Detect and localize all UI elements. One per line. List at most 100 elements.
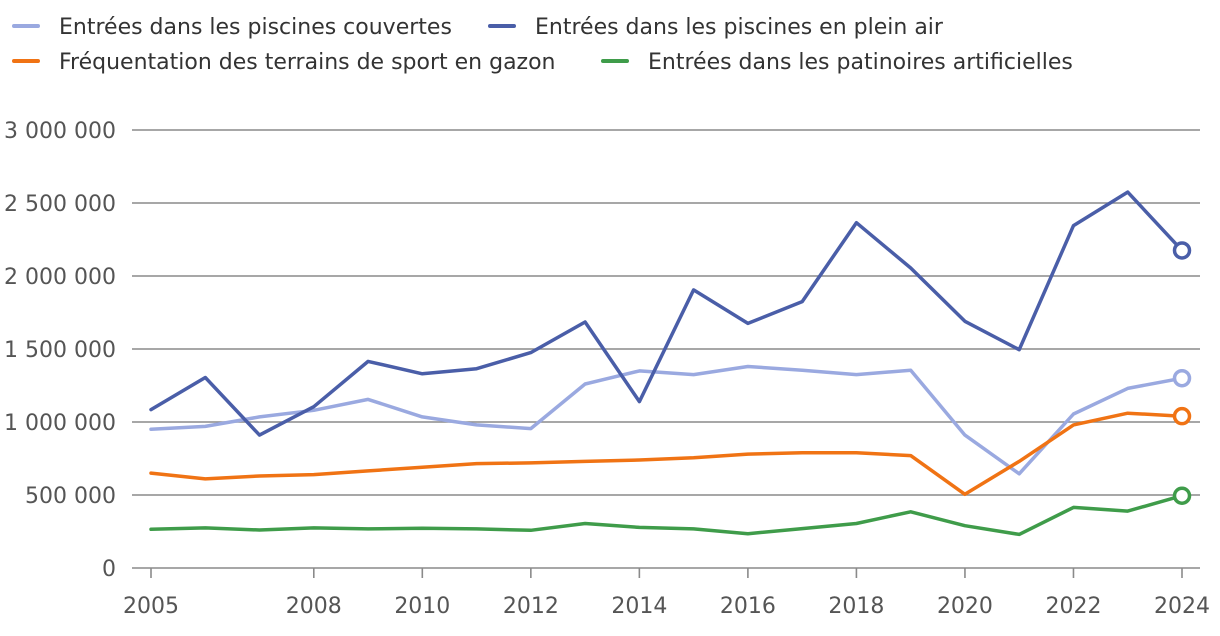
data-point[interactable] — [309, 402, 319, 412]
series-line-2[interactable] — [149, 190, 1184, 437]
data-point[interactable] — [960, 316, 970, 326]
data-point[interactable] — [743, 529, 753, 539]
y-tick-label: 1 500 000 — [4, 338, 116, 363]
data-point[interactable] — [472, 524, 482, 534]
data-point[interactable] — [797, 297, 807, 307]
data-point[interactable] — [255, 430, 265, 440]
data-point[interactable] — [200, 372, 210, 382]
data-point[interactable] — [906, 507, 916, 517]
series-line-3[interactable] — [149, 411, 1184, 497]
data-point[interactable] — [906, 365, 916, 375]
data-point[interactable] — [743, 362, 753, 372]
legend-label: Entrées dans les piscines en plein air — [535, 15, 944, 40]
data-point[interactable] — [146, 524, 156, 534]
data-point[interactable] — [797, 365, 807, 375]
data-point[interactable] — [363, 394, 373, 404]
data-point[interactable] — [634, 366, 644, 376]
series-lines — [146, 187, 1184, 539]
data-point[interactable] — [634, 455, 644, 465]
data-point[interactable] — [960, 521, 970, 531]
y-tick-label: 2 000 000 — [4, 265, 116, 290]
data-point[interactable] — [363, 356, 373, 366]
data-point[interactable] — [960, 430, 970, 440]
data-point[interactable] — [1014, 345, 1024, 355]
legend-label: Entrées dans les patinoires artificielle… — [648, 50, 1073, 75]
legend-item-2[interactable]: Entrées dans les piscines en plein air — [488, 15, 944, 40]
data-point[interactable] — [200, 523, 210, 533]
data-point[interactable] — [363, 466, 373, 476]
legend-label: Entrées dans les piscines couvertes — [59, 15, 452, 40]
data-point[interactable] — [851, 370, 861, 380]
data-point[interactable] — [797, 448, 807, 458]
data-point[interactable] — [689, 453, 699, 463]
x-tick-label: 2020 — [937, 594, 993, 619]
data-point[interactable] — [255, 412, 265, 422]
data-point[interactable] — [417, 523, 427, 533]
data-point[interactable] — [309, 470, 319, 480]
end-marker-2[interactable] — [1172, 241, 1192, 260]
data-point[interactable] — [309, 523, 319, 533]
data-point[interactable] — [689, 285, 699, 295]
data-point[interactable] — [851, 518, 861, 528]
data-point[interactable] — [797, 524, 807, 534]
data-point[interactable] — [1014, 469, 1024, 479]
data-point[interactable] — [146, 468, 156, 478]
end-marker-1[interactable] — [1172, 368, 1192, 388]
data-point[interactable] — [363, 524, 373, 534]
data-point[interactable] — [472, 364, 482, 374]
data-point[interactable] — [580, 456, 590, 466]
end-markers — [1172, 241, 1192, 505]
data-point[interactable] — [580, 518, 590, 528]
data-point[interactable] — [255, 525, 265, 535]
data-point[interactable] — [906, 263, 916, 273]
data-point[interactable] — [634, 397, 644, 407]
data-point[interactable] — [689, 524, 699, 534]
data-point[interactable] — [1068, 409, 1078, 419]
x-tick-label: 2005 — [123, 594, 179, 619]
data-point[interactable] — [1123, 506, 1133, 516]
x-tick-label: 2008 — [286, 594, 342, 619]
data-point[interactable] — [472, 459, 482, 469]
data-point[interactable] — [472, 420, 482, 430]
data-point[interactable] — [255, 471, 265, 481]
data-point[interactable] — [851, 448, 861, 458]
data-point[interactable] — [526, 348, 536, 358]
data-point[interactable] — [1068, 502, 1078, 512]
data-point[interactable] — [1123, 408, 1133, 418]
x-tick-label: 2014 — [611, 594, 667, 619]
data-point[interactable] — [1068, 420, 1078, 430]
data-point[interactable] — [417, 412, 427, 422]
legend-item-4[interactable]: Entrées dans les patinoires artificielle… — [601, 50, 1073, 75]
data-point[interactable] — [743, 318, 753, 328]
data-point[interactable] — [200, 421, 210, 431]
data-point[interactable] — [580, 379, 590, 389]
data-point[interactable] — [146, 424, 156, 434]
data-point[interactable] — [851, 218, 861, 228]
data-point[interactable] — [200, 474, 210, 484]
data-point[interactable] — [417, 462, 427, 472]
data-point[interactable] — [1123, 187, 1133, 197]
data-point[interactable] — [526, 458, 536, 468]
data-point[interactable] — [1014, 456, 1024, 466]
legend-item-3[interactable]: Fréquentation des terrains de sport en g… — [12, 50, 556, 75]
data-point[interactable] — [1068, 221, 1078, 231]
data-point[interactable] — [417, 369, 427, 379]
data-point[interactable] — [743, 449, 753, 459]
data-point[interactable] — [960, 489, 970, 499]
x-tick-label: 2010 — [394, 594, 450, 619]
end-marker-4[interactable] — [1172, 486, 1192, 505]
end-marker-3[interactable] — [1172, 406, 1192, 426]
data-point[interactable] — [1123, 383, 1133, 393]
data-point[interactable] — [526, 424, 536, 434]
data-point[interactable] — [526, 525, 536, 535]
data-point[interactable] — [580, 317, 590, 327]
data-point[interactable] — [906, 451, 916, 461]
x-tick-label: 2016 — [720, 594, 776, 619]
series-line-4[interactable] — [149, 493, 1184, 537]
data-point[interactable] — [1014, 529, 1024, 539]
data-point[interactable] — [634, 522, 644, 532]
data-point[interactable] — [689, 370, 699, 380]
x-axis: 2005 2008 2010 2012 2014 2016 2018 2020 2022 2024 — [123, 568, 1210, 619]
legend-item-1[interactable]: Entrées dans les piscines couvertes — [12, 15, 452, 40]
data-point[interactable] — [146, 405, 156, 415]
